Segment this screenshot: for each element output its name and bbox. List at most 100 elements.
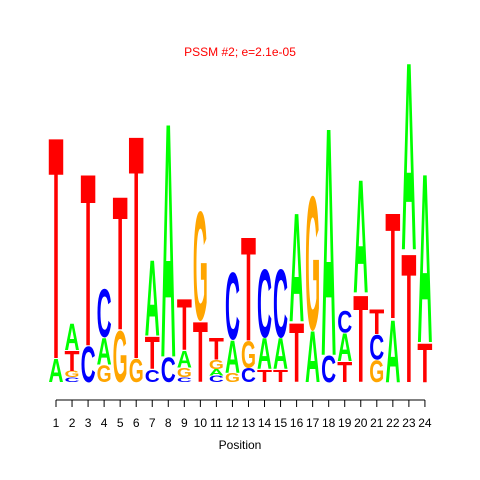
letter-glyph: G xyxy=(97,360,112,388)
letter: A xyxy=(321,60,336,426)
letter: C xyxy=(273,249,288,358)
letter-glyph: A xyxy=(97,331,112,373)
x-tick-label: 20 xyxy=(354,416,368,430)
letter: T xyxy=(49,70,64,425)
letter: C xyxy=(337,304,352,339)
letter-glyph: T xyxy=(129,70,144,427)
letter: T xyxy=(385,181,400,350)
letter-glyph: T xyxy=(65,345,81,377)
letter: G xyxy=(209,357,224,372)
letter: T xyxy=(289,307,304,401)
letter: G xyxy=(305,156,320,370)
letter-glyph: T xyxy=(353,271,368,410)
letter: A xyxy=(417,124,432,395)
letter-glyph: C xyxy=(241,365,256,387)
letter: T xyxy=(209,332,224,366)
letter: T xyxy=(129,70,144,427)
letter: C xyxy=(65,376,80,383)
letter: G xyxy=(65,370,80,380)
letter-glyph: T xyxy=(209,332,224,366)
letter-glyph: T xyxy=(273,366,288,386)
letter: T xyxy=(81,123,96,399)
letter: C xyxy=(257,249,272,358)
letter-glyph: C xyxy=(65,376,80,383)
x-axis-label: Position xyxy=(219,438,262,452)
letter-glyph: A xyxy=(273,331,288,380)
x-tick-label: 9 xyxy=(181,416,188,430)
letter: C xyxy=(97,275,112,352)
letter-glyph: A xyxy=(49,352,64,389)
letter: C xyxy=(241,365,256,387)
letter-glyph: C xyxy=(81,337,96,393)
letter-glyph: T xyxy=(369,303,384,343)
letter: G xyxy=(225,370,240,385)
letter: G xyxy=(97,360,112,388)
letter-glyph: T xyxy=(193,304,208,401)
letter: T xyxy=(273,366,288,386)
x-tick-label: 4 xyxy=(101,416,108,430)
letter-glyph: A xyxy=(321,60,336,426)
letter: T xyxy=(177,283,192,366)
letter-glyph: T xyxy=(257,366,272,386)
x-tick-label: 5 xyxy=(117,416,124,430)
x-tick-label: 18 xyxy=(322,416,336,430)
letter-glyph: G xyxy=(225,370,240,385)
x-tick-label: 22 xyxy=(386,416,400,430)
letter-glyph: A xyxy=(145,237,160,359)
letter: A xyxy=(209,368,225,377)
letter-glyph: C xyxy=(225,252,240,360)
x-tick-label: 3 xyxy=(85,416,92,430)
letter-glyph: G xyxy=(113,316,128,398)
x-tick-label: 21 xyxy=(370,416,384,430)
letter: A xyxy=(161,54,176,428)
letter-glyph: C xyxy=(257,249,272,358)
letter-glyph: G xyxy=(177,365,192,380)
letter: C xyxy=(161,351,176,390)
letter-glyph: C xyxy=(209,375,225,384)
letter-glyph: T xyxy=(145,327,160,380)
letter-glyph: C xyxy=(369,329,384,368)
letter-glyph: A xyxy=(401,7,416,307)
letter-glyph: A xyxy=(305,317,320,399)
letter: T xyxy=(145,327,160,380)
x-tick-label: 23 xyxy=(402,416,416,430)
letter-glyph: C xyxy=(273,249,288,358)
letter: T xyxy=(113,157,128,370)
letter-glyph: T xyxy=(401,215,416,421)
letter: A xyxy=(49,352,64,389)
letter-glyph: A xyxy=(353,145,368,327)
letter-glyph: G xyxy=(369,356,384,390)
letter-glyph: A xyxy=(209,368,225,377)
letter: G xyxy=(241,335,256,377)
letter-glyph: A xyxy=(161,54,176,428)
x-tick-label: 6 xyxy=(133,416,140,430)
x-tick-label: 15 xyxy=(274,416,288,430)
letter-glyph: G xyxy=(209,357,224,372)
letter-glyph: G xyxy=(193,181,208,354)
x-tick-label: 2 xyxy=(69,416,76,430)
x-tick-label: 8 xyxy=(165,416,172,430)
letter-glyph: A xyxy=(385,302,400,401)
letter: A xyxy=(273,331,288,380)
letter: T xyxy=(401,215,416,421)
x-tick-label: 14 xyxy=(258,416,272,430)
letter: C xyxy=(209,375,225,384)
x-tick-label: 1 xyxy=(53,416,60,430)
letter: C xyxy=(81,337,96,393)
letter-glyph: A xyxy=(337,325,352,370)
letter: A xyxy=(337,325,352,370)
letter: C xyxy=(225,252,240,360)
letter-glyph: G xyxy=(241,335,256,377)
x-tick-label: 16 xyxy=(290,416,304,430)
letter: A xyxy=(65,317,80,359)
letter: G xyxy=(193,181,208,354)
letter: G xyxy=(369,356,384,390)
letter: C xyxy=(321,349,336,391)
letter: A xyxy=(385,302,400,401)
letter: T xyxy=(257,366,272,386)
x-tick-label: 13 xyxy=(242,416,256,430)
letter: A xyxy=(401,7,416,307)
letter-glyph: G xyxy=(129,351,144,389)
letter-glyph: T xyxy=(417,333,432,395)
